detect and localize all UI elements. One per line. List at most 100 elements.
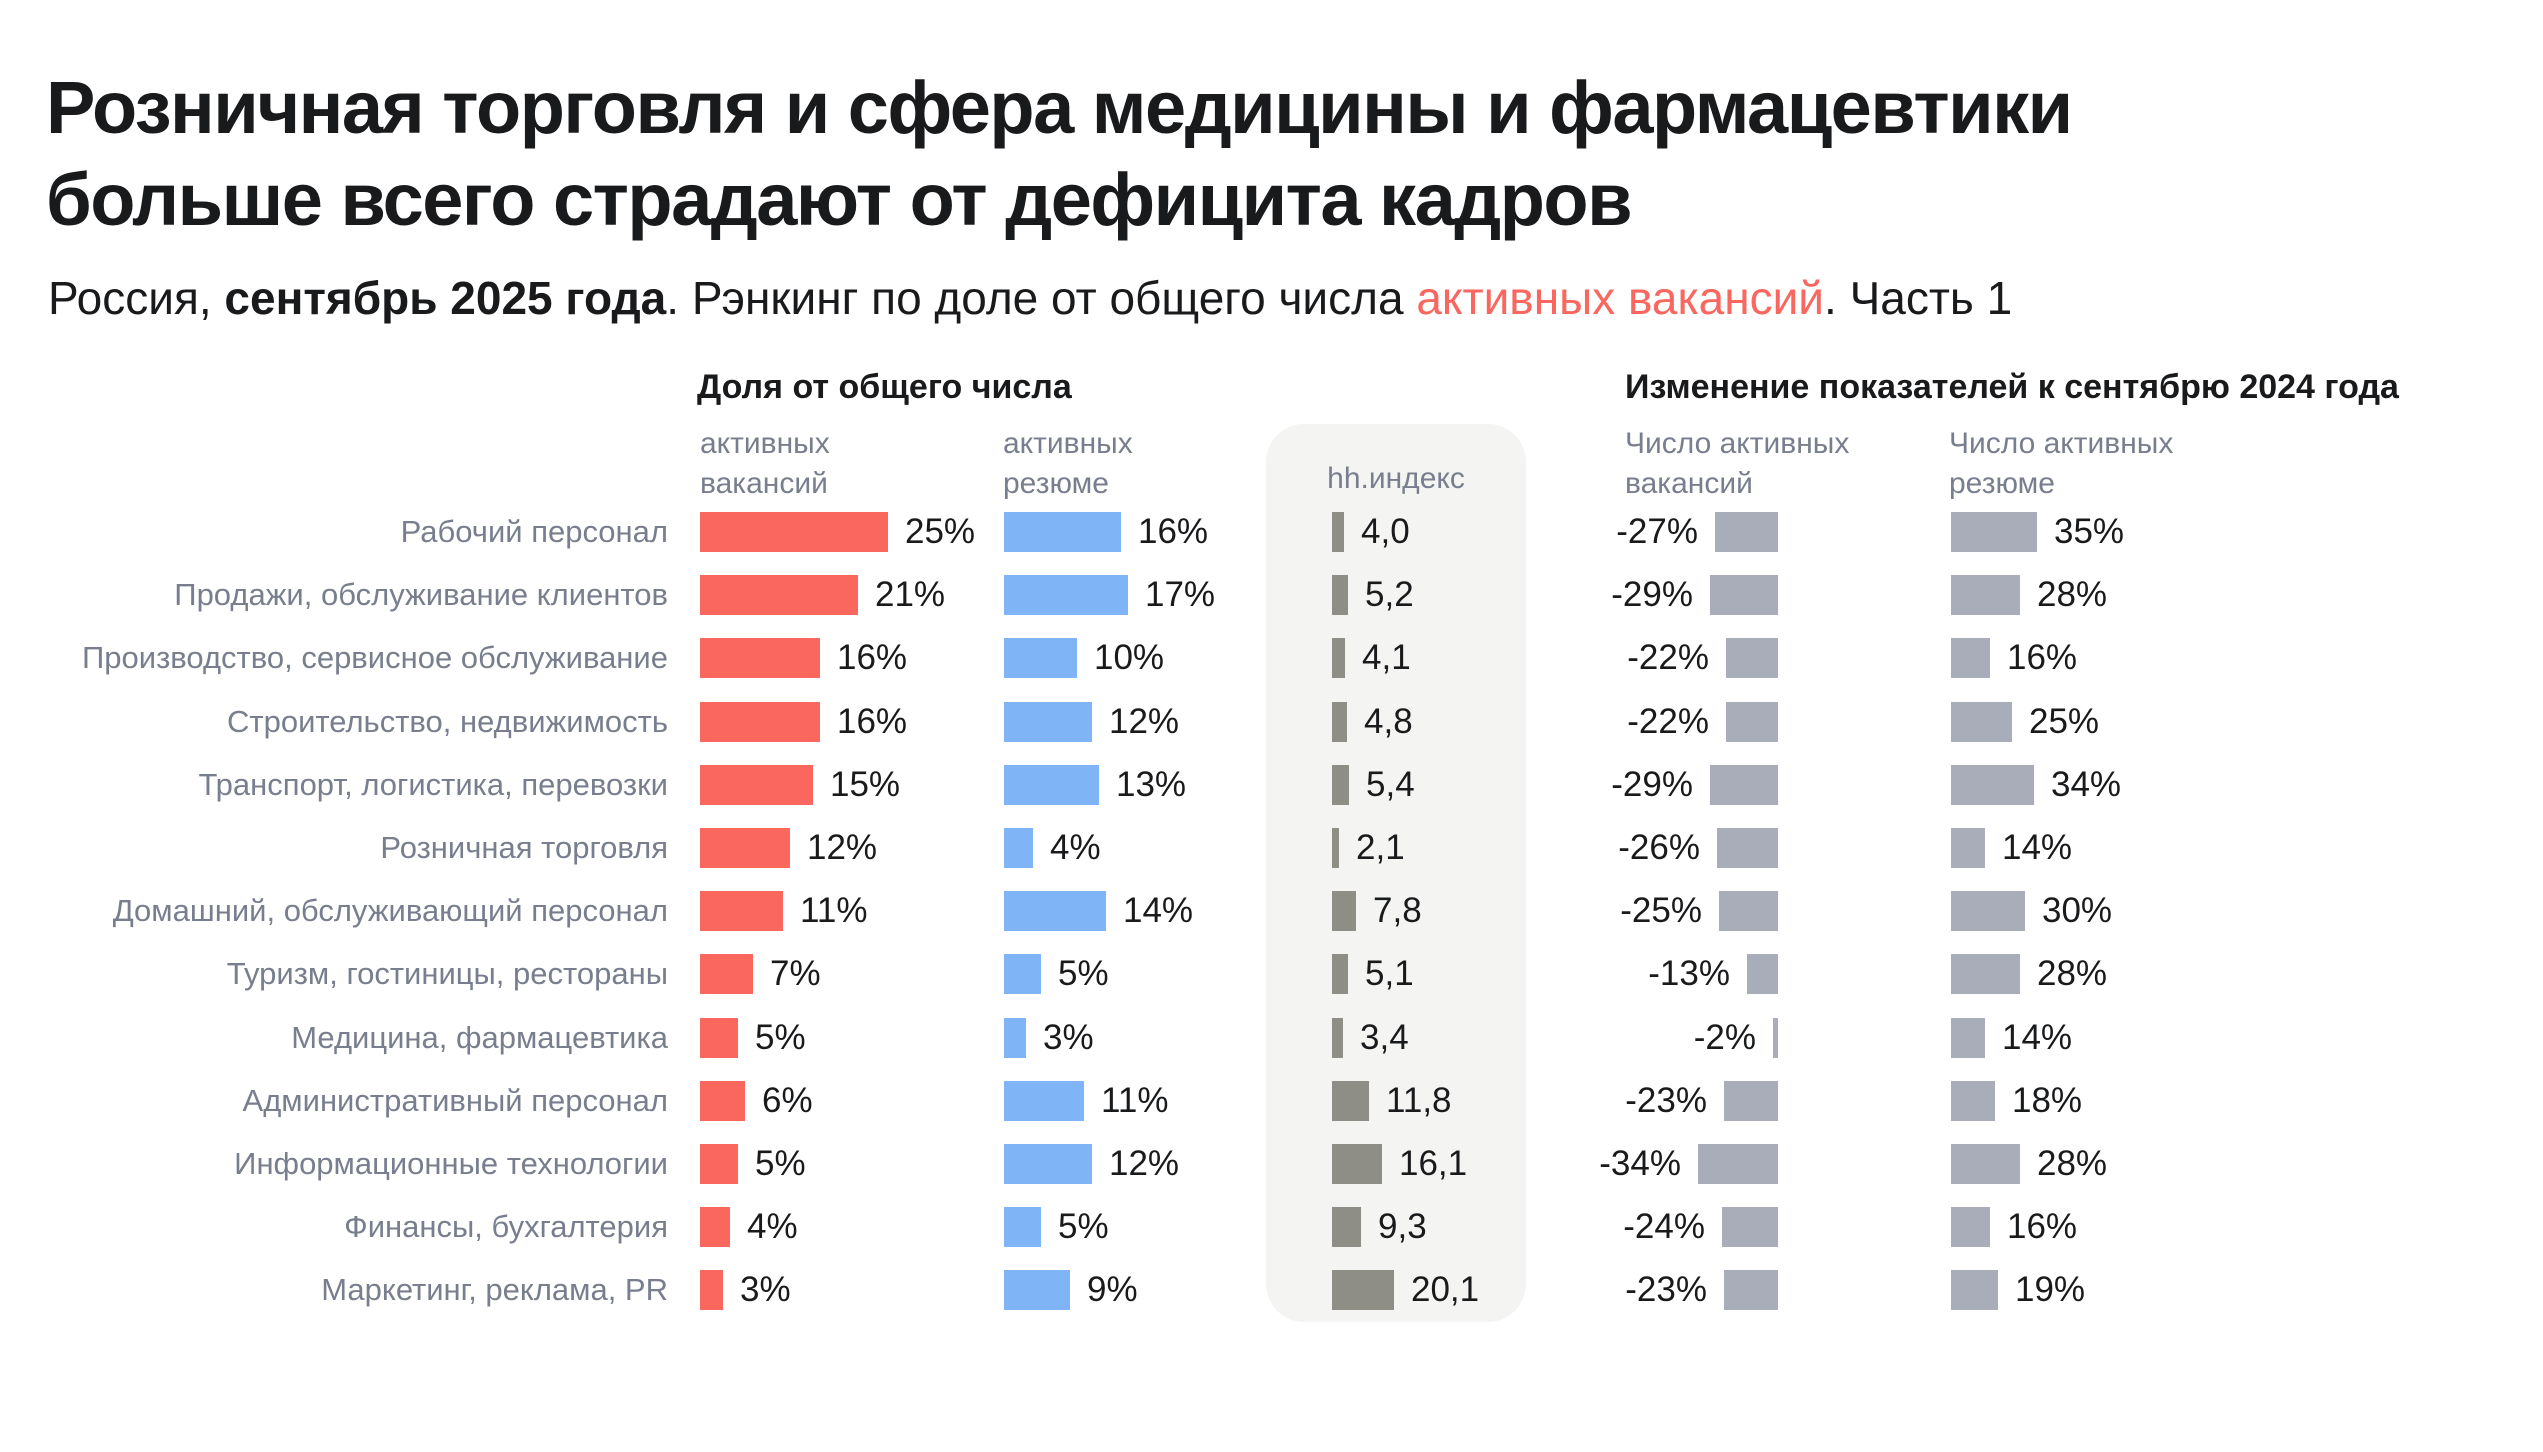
resume-share-value: 5% (1058, 954, 1109, 993)
vacancy-share-value: 25% (905, 512, 976, 551)
resume-change-value: 16% (2007, 1207, 2078, 1246)
resume-change-value: 28% (2037, 954, 2108, 993)
vacancy-change-value: -34% (1599, 1144, 1681, 1183)
resume-change-value: 28% (2037, 575, 2108, 614)
hh-index-panel (1266, 424, 1526, 1322)
resume-change-bar (1951, 1081, 1995, 1121)
resume-change-value: 14% (2002, 1018, 2073, 1057)
vacancy-share-value: 15% (830, 765, 901, 804)
resume-share-bar (1004, 1270, 1070, 1310)
resume-change-value: 19% (2015, 1270, 2086, 1309)
vacancy-change-bar (1710, 765, 1778, 805)
vacancy-share-bar (700, 575, 858, 615)
vacancy-share-bar (700, 765, 813, 805)
share-section-header: Доля от общего числа (697, 368, 1072, 406)
subtitle-date: сентябрь 2025 года (224, 272, 667, 324)
resume-share-bar (1004, 1081, 1084, 1121)
vacancy-share-value: 21% (875, 575, 946, 614)
resume-share-value: 17% (1145, 575, 1216, 614)
vacancy-change-value: -29% (1611, 765, 1693, 804)
resume-change-value: 34% (2051, 765, 2122, 804)
resume-share-value: 12% (1109, 1144, 1180, 1183)
vacancy-share-bar (700, 512, 888, 552)
vacancy-share-bar (700, 1144, 738, 1184)
vacancy-share-bar (700, 638, 820, 678)
category-label: Домашний, обслуживающий персонал (112, 893, 668, 928)
resume-change-bar (1951, 1270, 1998, 1310)
vacancy-change-value: -2% (1693, 1018, 1756, 1057)
change-vacancies-column-header: Число активных вакансий (1625, 427, 1850, 500)
hh-index-value: 4,8 (1364, 702, 1413, 741)
resume-change-bar (1951, 575, 2020, 615)
resume-change-value: 16% (2007, 638, 2078, 677)
resume-share-bar (1004, 1207, 1041, 1247)
category-label: Производство, сервисное обслуживание (81, 640, 668, 675)
vacancy-change-bar (1719, 891, 1778, 931)
category-label: Информационные технологии (234, 1146, 668, 1181)
hh-index-value: 11,8 (1386, 1081, 1452, 1120)
vacancy-change-bar (1724, 1270, 1778, 1310)
resume-change-value: 14% (2002, 828, 2073, 867)
category-label: Продажи, обслуживание клиентов (174, 577, 668, 612)
vacancy-share-bar (700, 954, 753, 994)
vacancy-change-value: -23% (1625, 1081, 1707, 1120)
vacancy-share-value: 6% (762, 1081, 813, 1120)
hh-index-value: 4,0 (1361, 512, 1410, 551)
subtitle-middle: . Рэнкинг по доле от общего числа (666, 272, 1417, 324)
resume-change-value: 30% (2042, 891, 2113, 930)
vacancy-share-value: 7% (770, 954, 821, 993)
subtitle-highlight: активных вакансий (1416, 272, 1825, 324)
vacancy-share-value: 16% (837, 638, 908, 677)
vacancy-share-bar (700, 1270, 723, 1310)
resume-share-bar (1004, 1144, 1092, 1184)
hh-index-value: 5,1 (1365, 954, 1414, 993)
category-label: Маркетинг, реклама, PR (321, 1272, 668, 1307)
vacancy-change-value: -29% (1611, 575, 1693, 614)
hh-index-bar (1332, 575, 1348, 615)
share-resumes-column-header: активных резюме (1003, 427, 1133, 500)
vacancy-share-value: 12% (807, 828, 878, 867)
hh-index-bar (1332, 638, 1345, 678)
vacancy-change-bar (1722, 1207, 1778, 1247)
category-label: Медицина, фармацевтика (291, 1020, 668, 1055)
resume-change-bar (1951, 638, 1990, 678)
resume-share-value: 4% (1050, 828, 1101, 867)
vacancy-share-bar (700, 1207, 730, 1247)
resume-change-bar (1951, 1207, 1990, 1247)
category-label: Рабочий персонал (400, 514, 668, 549)
vacancy-share-value: 5% (755, 1144, 806, 1183)
vacancy-share-value: 4% (747, 1207, 798, 1246)
resume-share-value: 3% (1043, 1018, 1094, 1057)
resume-share-bar (1004, 765, 1099, 805)
page-title-line1: Розничная торговля и сфера медицины и фа… (46, 66, 2073, 149)
vacancy-change-bar (1698, 1144, 1778, 1184)
vacancy-share-value: 3% (740, 1270, 791, 1309)
vacancy-share-bar (700, 891, 783, 931)
resume-change-bar (1951, 891, 2025, 931)
vacancy-share-value: 5% (755, 1018, 806, 1057)
share-vacancies-column-header: активных вакансий (700, 427, 830, 500)
resume-share-value: 13% (1116, 765, 1187, 804)
resume-change-value: 25% (2029, 702, 2100, 741)
subtitle-prefix: Россия, (48, 272, 225, 324)
category-label: Туризм, гостиницы, рестораны (226, 956, 668, 991)
category-label: Розничная торговля (380, 830, 668, 865)
vacancy-change-bar (1773, 1018, 1778, 1058)
hh-index-bar (1332, 1018, 1343, 1058)
resume-share-value: 5% (1058, 1207, 1109, 1246)
hh-index-bar (1332, 1207, 1361, 1247)
vacancy-change-bar (1726, 702, 1778, 742)
hh-index-value: 5,2 (1365, 575, 1414, 614)
subtitle-suffix: . Часть 1 (1824, 272, 2013, 324)
resume-change-bar (1951, 954, 2020, 994)
resume-change-bar (1951, 1018, 1985, 1058)
resume-share-value: 16% (1138, 512, 1209, 551)
resume-change-value: 35% (2054, 512, 2125, 551)
resume-share-value: 10% (1094, 638, 1165, 677)
hh-index-column-header: hh.индекс (1327, 462, 1465, 495)
category-label: Финансы, бухгалтерия (344, 1209, 668, 1244)
vacancy-change-bar (1715, 512, 1778, 552)
vacancy-change-value: -26% (1618, 828, 1700, 867)
vacancy-share-value: 16% (837, 702, 908, 741)
resume-share-bar (1004, 512, 1121, 552)
